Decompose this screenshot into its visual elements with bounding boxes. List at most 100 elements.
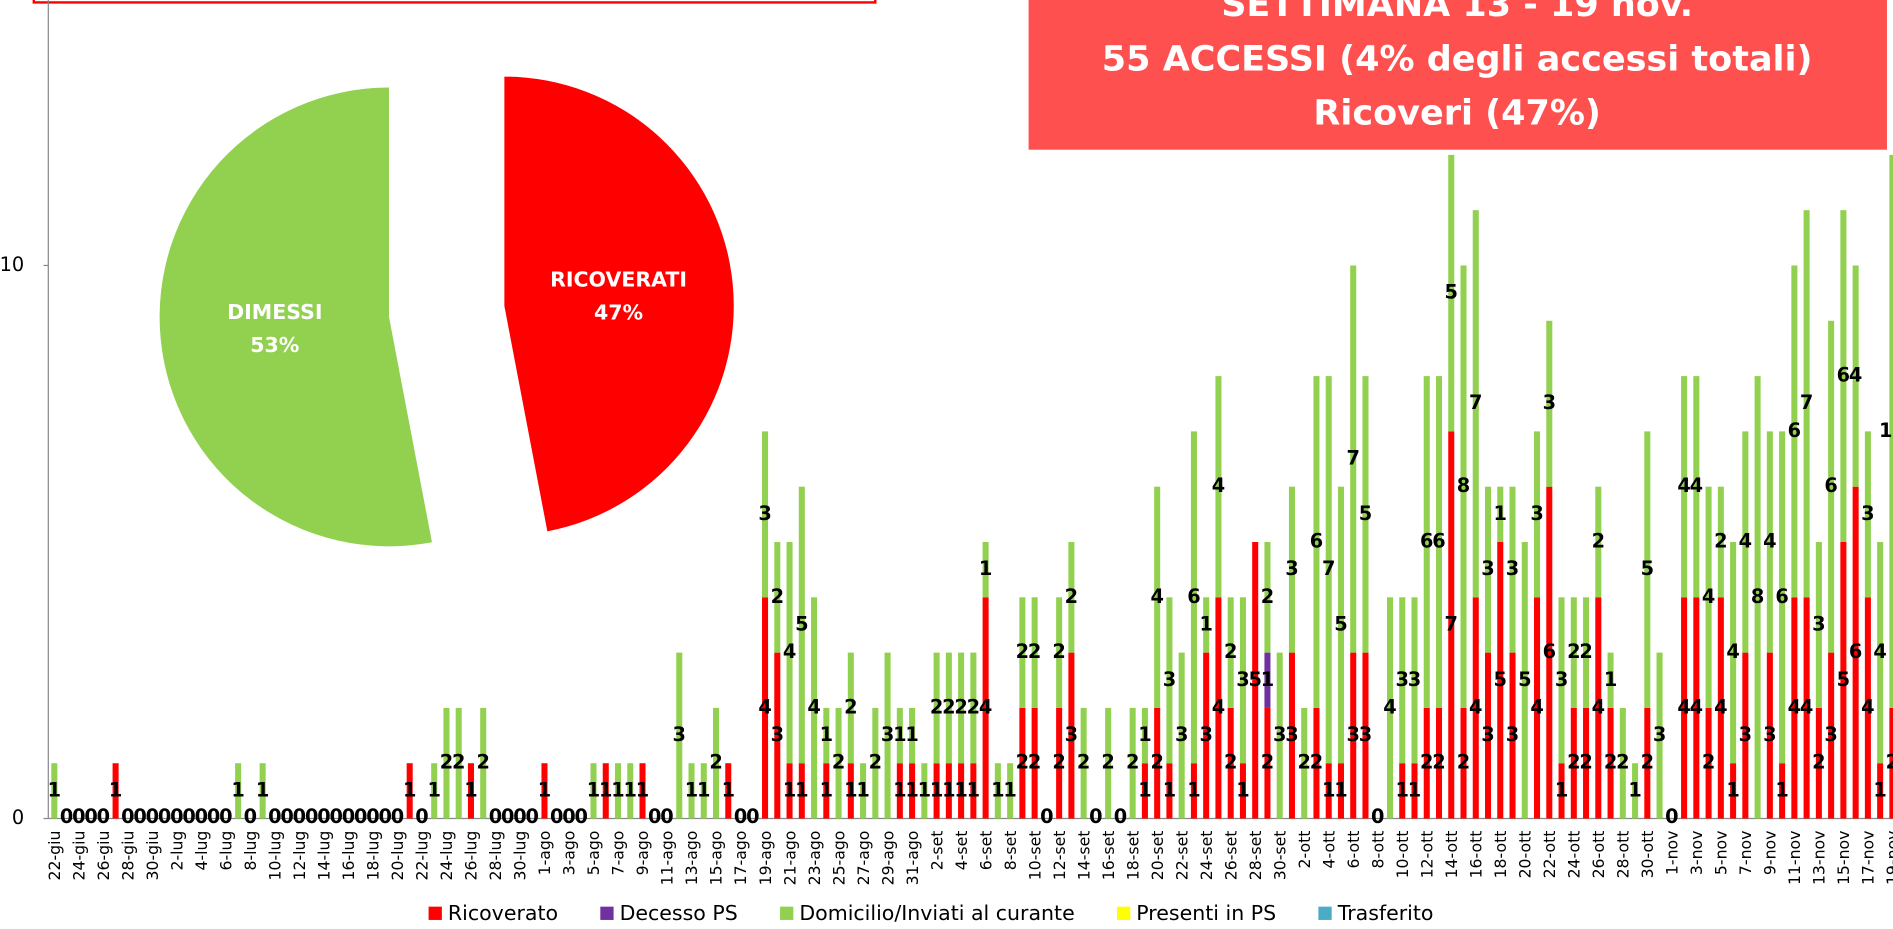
bar-segment (639, 763, 646, 819)
bar-segment (982, 597, 989, 819)
data-label: 0 (366, 805, 379, 828)
data-label: 3 (1812, 612, 1825, 635)
bar-segment (1080, 707, 1087, 819)
bar-segment (798, 763, 805, 819)
x-tick-label: 6-lug (217, 831, 236, 871)
bar-segment (896, 763, 903, 819)
data-label: 2 (1579, 640, 1592, 663)
data-label: 0 (550, 805, 563, 828)
bar-segment (994, 763, 1001, 819)
data-label: 1 (1555, 778, 1568, 801)
data-label: 1 (1726, 778, 1739, 801)
bar-segment (945, 763, 952, 819)
data-label: 0 (219, 805, 232, 828)
bar-segment (1252, 542, 1259, 819)
bar-segment (1068, 652, 1075, 819)
data-label: 1 (624, 778, 637, 801)
data-label: 0 (746, 805, 759, 828)
bar-segment (1840, 542, 1847, 819)
bar-segment (1644, 707, 1651, 819)
data-label: 1 (844, 778, 857, 801)
data-label: 2 (1016, 751, 1029, 774)
data-label: 0 (391, 805, 404, 828)
data-label: 4 (1212, 474, 1225, 497)
x-tick-label: 28-giu (119, 831, 138, 881)
bar-segment (1607, 707, 1614, 819)
bar-segment (455, 707, 462, 819)
data-label: 2 (1616, 751, 1629, 774)
data-label: 3 (1506, 557, 1519, 580)
bar-segment (847, 652, 854, 764)
bar-segment (1570, 707, 1577, 819)
data-label: 4 (1788, 695, 1801, 718)
data-label: 8 (1751, 585, 1764, 608)
data-label: 7 (1322, 557, 1335, 580)
data-label: 1 (1873, 778, 1886, 801)
data-label: 1 (636, 778, 649, 801)
bar-segment (970, 763, 977, 819)
data-label: 0 (305, 805, 318, 828)
bar-segment (982, 542, 989, 598)
bar-segment (431, 763, 438, 819)
bar-segment (823, 763, 830, 819)
data-label: 4 (1873, 640, 1886, 663)
bar-segment (847, 763, 854, 819)
data-label: 2 (1579, 751, 1592, 774)
bar-segment (1509, 486, 1516, 653)
bar-segment (774, 652, 781, 819)
data-label: 1 (1261, 668, 1274, 691)
bar-segment (1178, 652, 1185, 819)
x-tick-label: 29-ago (878, 831, 897, 886)
data-label: 2 (476, 751, 489, 774)
data-label: 5 (1837, 668, 1850, 691)
data-label: 1 (427, 778, 440, 801)
data-label: 1 (893, 723, 906, 746)
data-label: 3 (1408, 668, 1421, 691)
bar-segment (480, 707, 487, 819)
bar-segment (1693, 376, 1700, 598)
bar-segment (1019, 597, 1026, 708)
bar-segment (1129, 707, 1136, 819)
bar-segment (443, 707, 450, 819)
bar-segment (1742, 652, 1749, 819)
bar-segment (1166, 597, 1173, 764)
bar-segment (1435, 707, 1443, 819)
x-tick-label: 28-set (1246, 831, 1265, 881)
x-tick-label: 22-giu (45, 831, 64, 881)
data-label: 3 (1653, 723, 1666, 746)
data-label: 1 (611, 778, 624, 801)
legend-swatch (1318, 906, 1332, 920)
data-label: 3 (673, 723, 686, 746)
bar-segment (1717, 486, 1724, 598)
data-label: 7 (1469, 391, 1482, 414)
bar-segment (1313, 707, 1320, 819)
bar-segment (112, 763, 119, 819)
legend-label: Domicilio/Inviati al curante (799, 901, 1074, 925)
bar-segment (1264, 707, 1271, 819)
x-tick-label: 19-ago (756, 831, 775, 886)
data-label: 2 (1420, 751, 1433, 774)
bar-segment (798, 486, 805, 764)
data-label: 3 (1543, 391, 1556, 414)
bar-segment (1497, 486, 1504, 543)
data-label: 4 (1677, 695, 1690, 718)
data-label: 1 (942, 778, 955, 801)
data-label: 0 (660, 805, 673, 828)
y-tick-label: 10 (0, 253, 24, 276)
bar-segment (1485, 652, 1492, 819)
bar-segment (1742, 431, 1749, 653)
data-label: 3 (1530, 502, 1543, 525)
bar-segment (1877, 763, 1884, 819)
legend-swatch (1116, 906, 1131, 920)
data-label: 1 (905, 778, 918, 801)
legend-swatch (780, 906, 794, 920)
bar-segment (1828, 320, 1835, 653)
x-tick-label: 11-nov (1785, 831, 1804, 885)
data-label: 1 (1322, 778, 1335, 801)
data-label: 1 (403, 778, 416, 801)
bar-segment (1362, 652, 1369, 819)
bar-segment (835, 707, 842, 819)
bar-segment (1705, 707, 1712, 819)
data-label: 0 (207, 805, 220, 828)
x-tick-label: 30-set (1270, 831, 1289, 881)
